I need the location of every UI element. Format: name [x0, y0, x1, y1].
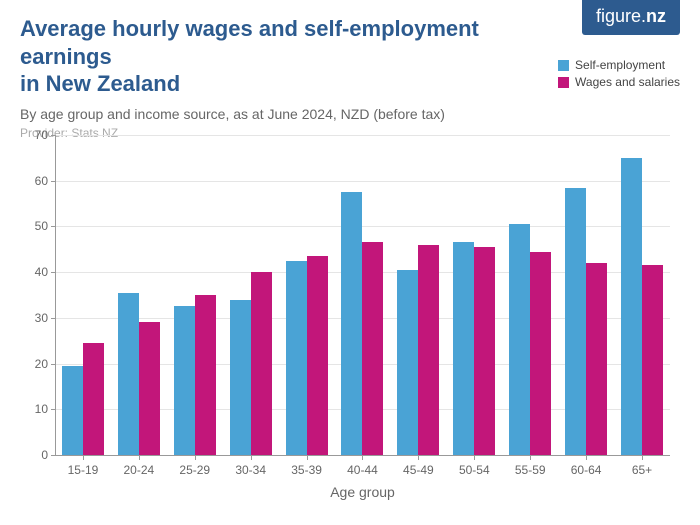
bar-group: 60-64 — [558, 188, 614, 455]
bar — [362, 242, 383, 455]
legend-label: Self-employment — [575, 58, 665, 72]
y-tick-label: 0 — [20, 448, 48, 462]
y-tick-label: 70 — [20, 128, 48, 142]
figure-nz-logo: figure.nz — [582, 0, 680, 35]
x-tick — [586, 455, 587, 460]
x-tick-label: 50-54 — [459, 463, 490, 477]
bar — [341, 192, 362, 455]
x-tick-label: 55-59 — [515, 463, 546, 477]
bar — [118, 293, 139, 455]
bar — [230, 300, 251, 455]
bar-group: 25-29 — [167, 295, 223, 455]
bar — [83, 343, 104, 455]
x-tick-label: 45-49 — [403, 463, 434, 477]
bar-group: 45-49 — [390, 245, 446, 455]
x-tick-label: 15-19 — [68, 463, 99, 477]
x-tick-label: 20-24 — [124, 463, 155, 477]
x-tick — [418, 455, 419, 460]
y-tick-label: 40 — [20, 265, 48, 279]
title-line-1: Average hourly wages and self-employment… — [20, 16, 479, 69]
x-tick-label: 40-44 — [347, 463, 378, 477]
bar-group: 65+ — [614, 158, 670, 455]
y-tick-label: 50 — [20, 219, 48, 233]
bar — [453, 242, 474, 455]
chart-subtitle: By age group and income source, as at Ju… — [0, 98, 700, 122]
x-tick — [474, 455, 475, 460]
legend-swatch — [558, 77, 569, 88]
y-tick — [51, 455, 55, 456]
bar — [418, 245, 439, 455]
x-tick-label: 65+ — [632, 463, 652, 477]
y-tick-label: 30 — [20, 311, 48, 325]
bar — [195, 295, 216, 455]
y-tick-label: 10 — [20, 402, 48, 416]
bar — [509, 224, 530, 455]
bar — [286, 261, 307, 455]
bar — [139, 322, 160, 455]
x-tick — [307, 455, 308, 460]
legend-item: Self-employment — [558, 58, 680, 72]
bar — [565, 188, 586, 455]
x-tick-label: 30-34 — [235, 463, 266, 477]
x-tick — [642, 455, 643, 460]
bar-group: 50-54 — [446, 242, 502, 455]
x-tick-label: 25-29 — [179, 463, 210, 477]
x-tick — [139, 455, 140, 460]
y-tick-label: 20 — [20, 357, 48, 371]
title-line-2: in New Zealand — [20, 71, 180, 96]
bar — [586, 263, 607, 455]
x-tick-label: 35-39 — [291, 463, 322, 477]
bars-container: 15-1920-2425-2930-3435-3940-4445-4950-54… — [55, 135, 670, 455]
bar — [251, 272, 272, 455]
legend: Self-employment Wages and salaries — [558, 58, 680, 92]
bar-group: 30-34 — [223, 272, 279, 455]
bar-group: 15-19 — [55, 343, 111, 455]
bar-group: 20-24 — [111, 293, 167, 455]
bar-group: 35-39 — [279, 256, 335, 455]
chart-title: Average hourly wages and self-employment… — [0, 0, 490, 98]
bar — [397, 270, 418, 455]
x-tick — [83, 455, 84, 460]
bar — [530, 252, 551, 455]
x-tick — [362, 455, 363, 460]
bar — [621, 158, 642, 455]
legend-label: Wages and salaries — [575, 75, 680, 89]
x-tick — [530, 455, 531, 460]
legend-item: Wages and salaries — [558, 75, 680, 89]
bar-group: 40-44 — [335, 192, 391, 455]
bar — [307, 256, 328, 455]
bar-group: 55-59 — [502, 224, 558, 455]
bar — [174, 306, 195, 455]
bar-chart: 010203040506070 15-1920-2425-2930-3435-3… — [55, 135, 670, 455]
bar — [642, 265, 663, 455]
x-tick — [251, 455, 252, 460]
bar — [62, 366, 83, 455]
bar — [474, 247, 495, 455]
legend-swatch — [558, 60, 569, 71]
x-axis-label: Age group — [330, 484, 395, 500]
x-tick — [195, 455, 196, 460]
x-tick-label: 60-64 — [571, 463, 602, 477]
y-tick-label: 60 — [20, 174, 48, 188]
